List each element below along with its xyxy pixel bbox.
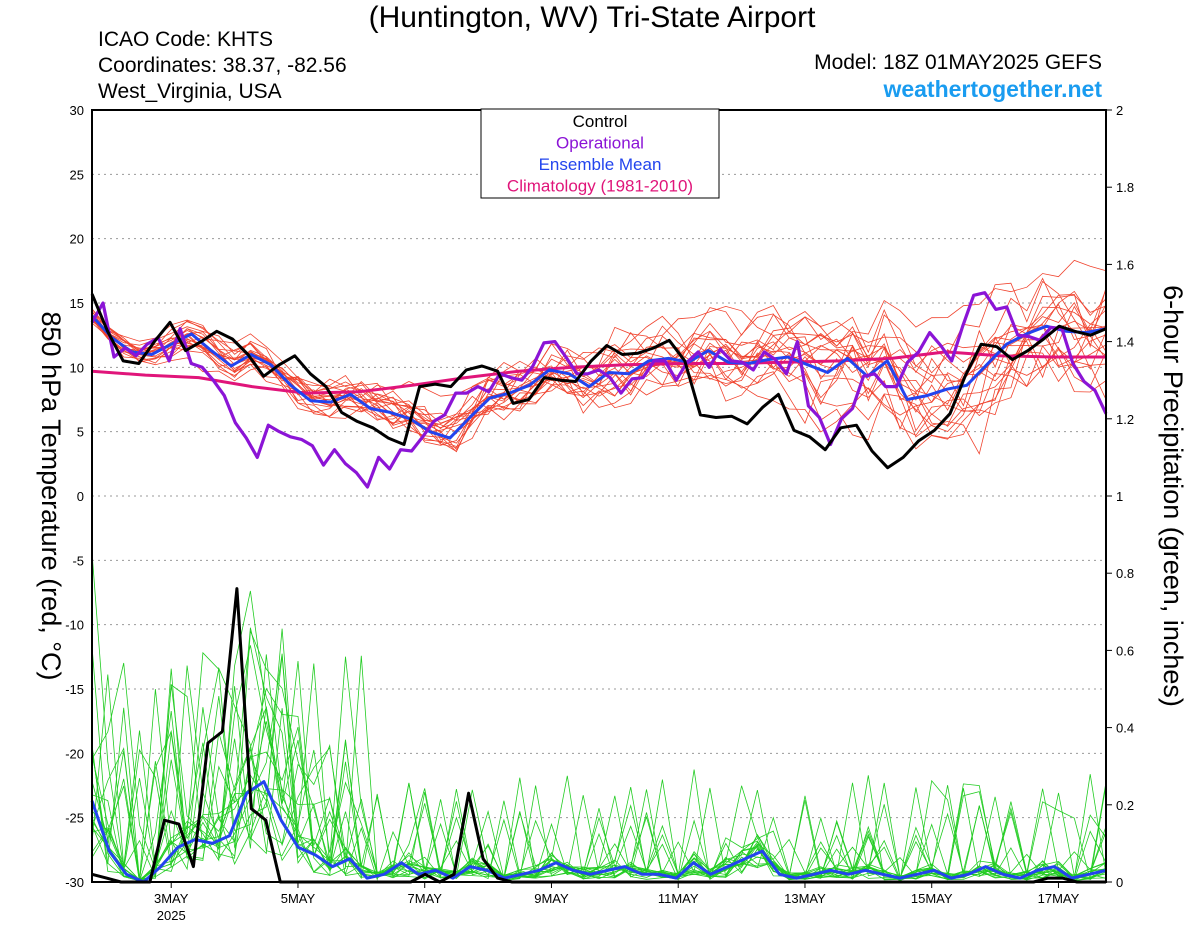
temp-member-line bbox=[91, 313, 1107, 432]
y-tick-left: -10 bbox=[65, 618, 84, 633]
series-ensemble-mean bbox=[90, 314, 1107, 440]
x-tick-label: 7MAY bbox=[408, 891, 443, 906]
precip-member-line bbox=[91, 750, 1107, 881]
y-tick-right: 0.2 bbox=[1116, 798, 1134, 813]
y-tick-left: -25 bbox=[65, 811, 84, 826]
x-tick-label: 13MAY bbox=[784, 891, 826, 906]
coordinates: Coordinates: 38.37, -82.56 bbox=[98, 54, 347, 77]
y-tick-right: 0.8 bbox=[1116, 566, 1134, 581]
legend-entry: Control bbox=[573, 112, 628, 131]
y-tick-left: 30 bbox=[70, 103, 84, 118]
temp-member-line bbox=[91, 315, 1107, 432]
x-tick-label: 15MAY bbox=[911, 891, 953, 906]
series-ensemble-mean-precipitation bbox=[90, 780, 1107, 884]
y-tick-left: 0 bbox=[77, 489, 84, 504]
y-tick-left: -30 bbox=[65, 875, 84, 890]
precip-member-line bbox=[91, 645, 1107, 882]
axis-ticks: 302520151050-5-10-15-20-25-3021.81.61.41… bbox=[65, 103, 1134, 923]
series-control bbox=[90, 293, 1107, 470]
precip-members bbox=[91, 552, 1107, 883]
legend-entry: Operational bbox=[556, 134, 644, 153]
y-tick-right: 0.4 bbox=[1116, 721, 1134, 736]
series-operational bbox=[90, 291, 1108, 489]
y-tick-left: 20 bbox=[70, 232, 84, 247]
y-tick-left: -20 bbox=[65, 746, 84, 761]
y-tick-right: 1 bbox=[1116, 489, 1123, 504]
site-link[interactable]: weathertogether.net bbox=[883, 76, 1102, 102]
legend-box bbox=[480, 108, 720, 199]
y-tick-right: 1.8 bbox=[1116, 180, 1134, 195]
icao-code: ICAO Code: KHTS bbox=[98, 28, 274, 51]
legend: Control Operational Ensemble Mean Climatolo… bbox=[480, 108, 720, 199]
y-tick-left: -15 bbox=[65, 682, 84, 697]
y-tick-left: 5 bbox=[77, 425, 84, 440]
temp-member-line bbox=[91, 259, 1107, 447]
x-tick-year: 2025 bbox=[157, 908, 186, 923]
y-tick-left: 15 bbox=[70, 296, 84, 311]
temp-member-line bbox=[91, 311, 1107, 434]
y-tick-right: 1.6 bbox=[1116, 257, 1134, 272]
x-tick-label: 5MAY bbox=[281, 891, 316, 906]
legend-entry: Ensemble Mean bbox=[539, 155, 662, 174]
x-tick-label: 3MAY bbox=[154, 891, 189, 906]
temp-member-line bbox=[91, 304, 1107, 429]
chart-title: (Huntington, WV) Tri-State Airport bbox=[368, 1, 816, 34]
y-tick-right: 1.4 bbox=[1116, 335, 1134, 350]
region: West_Virginia, USA bbox=[98, 80, 282, 103]
temp-member-line bbox=[91, 303, 1107, 441]
y-tick-right: 0.6 bbox=[1116, 643, 1134, 658]
y-tick-right: 1.2 bbox=[1116, 412, 1134, 427]
x-tick-label: 17MAY bbox=[1038, 891, 1080, 906]
y-axis-label-right: 6-hour Precipitation (green, inches) bbox=[1158, 285, 1188, 707]
y-tick-left: 25 bbox=[70, 167, 84, 182]
y-tick-right: 0 bbox=[1116, 875, 1123, 890]
model-run: Model: 18Z 01MAY2025 GEFS bbox=[814, 51, 1102, 74]
legend-entry: Climatology (1981-2010) bbox=[507, 177, 693, 196]
x-tick-label: 9MAY bbox=[534, 891, 569, 906]
x-tick-label: 11MAY bbox=[658, 891, 699, 906]
y-axis-label-left: 850 hPa Temperature (red, °C) bbox=[36, 312, 66, 681]
y-tick-left: -5 bbox=[72, 553, 84, 568]
series-climatology-1981-2010 bbox=[91, 350, 1106, 395]
y-tick-left: 10 bbox=[70, 360, 84, 375]
y-tick-right: 2 bbox=[1116, 103, 1123, 118]
precip-member-line bbox=[91, 655, 1107, 881]
